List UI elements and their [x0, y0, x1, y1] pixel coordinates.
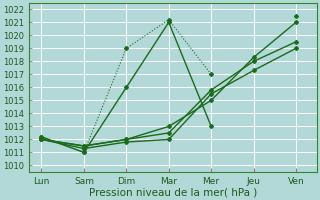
X-axis label: Pression niveau de la mer( hPa ): Pression niveau de la mer( hPa ): [89, 187, 257, 197]
